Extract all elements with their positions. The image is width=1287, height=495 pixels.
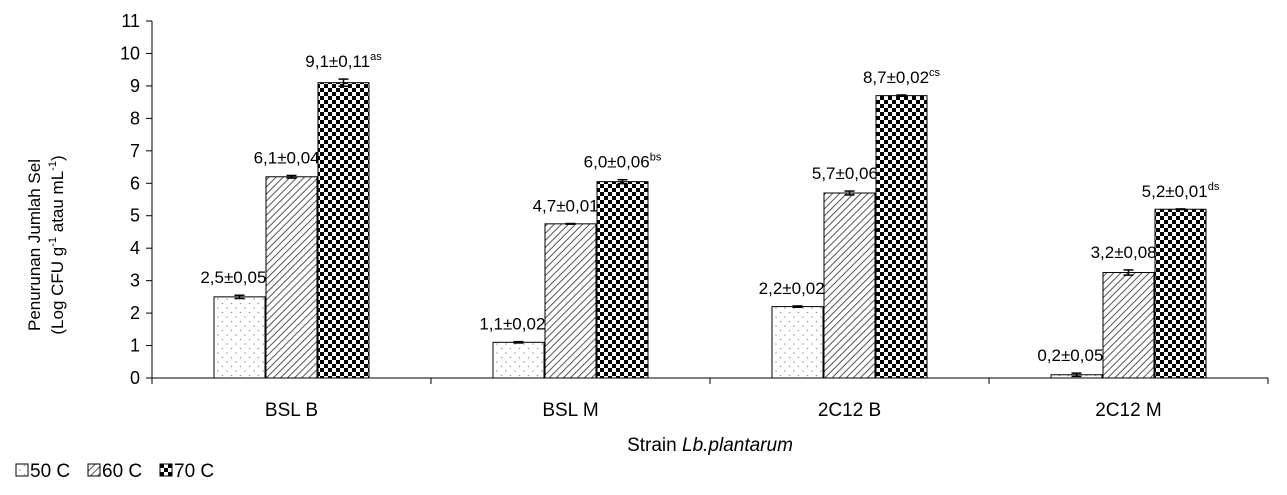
- bar: [544, 223, 597, 379]
- data-label-value: 8,7±0,02: [863, 68, 929, 87]
- y-tick-label: 3: [130, 271, 140, 291]
- data-label: 5,2±0,01ds: [1142, 181, 1220, 201]
- data-label-value: 4,7±0,01: [533, 197, 599, 216]
- legend-label: 50 C: [30, 461, 70, 482]
- x-tick-label: 2C12 B: [818, 400, 881, 421]
- x-tick-label: BSL B: [265, 400, 318, 421]
- y-tick-label: 7: [130, 141, 140, 161]
- data-label-value: 5,2±0,01: [1142, 182, 1208, 201]
- bar: [875, 95, 928, 379]
- legend-label: 60 C: [102, 461, 142, 482]
- data-label-value: 1,1±0,02: [479, 315, 545, 334]
- bar: [265, 176, 318, 379]
- legend-swatch: [87, 463, 101, 477]
- bar: [317, 82, 370, 379]
- y-tick-label: 9: [130, 76, 140, 96]
- bar: [1102, 272, 1155, 379]
- y-tick-label: 8: [130, 108, 140, 128]
- data-label: 9,1±0,11as: [305, 51, 382, 71]
- data-label-value: 0,2±0,05: [1037, 346, 1103, 365]
- bar: [213, 296, 266, 379]
- data-label-value: 6,1±0,04: [254, 148, 320, 167]
- bar: [1154, 208, 1207, 379]
- legend: 50 C 60 C 70 C: [15, 461, 214, 482]
- data-label-superscript: bs: [650, 152, 662, 164]
- x-tick-label: BSL M: [542, 400, 598, 421]
- y-axis-title-line1: Penurunan Jumlah Sel: [25, 159, 44, 331]
- y-tick-label: 1: [130, 336, 140, 356]
- y-tick-label: 2: [130, 303, 140, 323]
- y-tick-label: 4: [130, 238, 140, 258]
- y-tick-label: 10: [120, 43, 140, 63]
- data-label-superscript: ds: [1208, 181, 1220, 193]
- legend-label: 70 C: [174, 461, 214, 482]
- data-label-value: 3,2±0,08: [1091, 243, 1157, 262]
- y-tick-label: 0: [130, 368, 140, 388]
- x-tick-label: 2C12 M: [1095, 400, 1162, 421]
- y-axis-title: Penurunan Jumlah Sel (Log CFU g-1 atau m…: [25, 155, 67, 334]
- data-label-superscript: cs: [929, 67, 941, 79]
- legend-swatch: [159, 463, 173, 477]
- x-axis-title: Strain Lb.plantarum: [627, 435, 793, 456]
- data-label-value: 5,7±0,06: [812, 164, 878, 183]
- bar: [823, 192, 876, 379]
- data-label-superscript: as: [370, 51, 382, 63]
- data-label-value: 2,2±0,02: [759, 279, 825, 298]
- data-label-value: 2,5±0,05: [200, 268, 266, 287]
- y-tick-label: 6: [130, 173, 140, 193]
- y-tick-label: 5: [130, 206, 140, 226]
- bar: [492, 341, 545, 379]
- bar: [596, 181, 649, 379]
- bar: [771, 306, 824, 379]
- legend-swatch: [15, 463, 29, 477]
- plot-area: 0 1 2 3 4 5 6 7 8 9 10 11 BSL B BSL M 2C12 B 2C12 M 2,5±…: [120, 11, 1269, 421]
- y-tick-label: 11: [121, 11, 140, 31]
- y-axis-title-line2: (Log CFU g-1 atau mL-1): [47, 155, 67, 334]
- data-label-value: 6,0±0,06: [584, 153, 650, 172]
- data-label: 6,0±0,06bs: [584, 152, 662, 172]
- data-label-value: 9,1±0,11: [305, 52, 370, 71]
- data-label: 8,7±0,02cs: [863, 67, 941, 87]
